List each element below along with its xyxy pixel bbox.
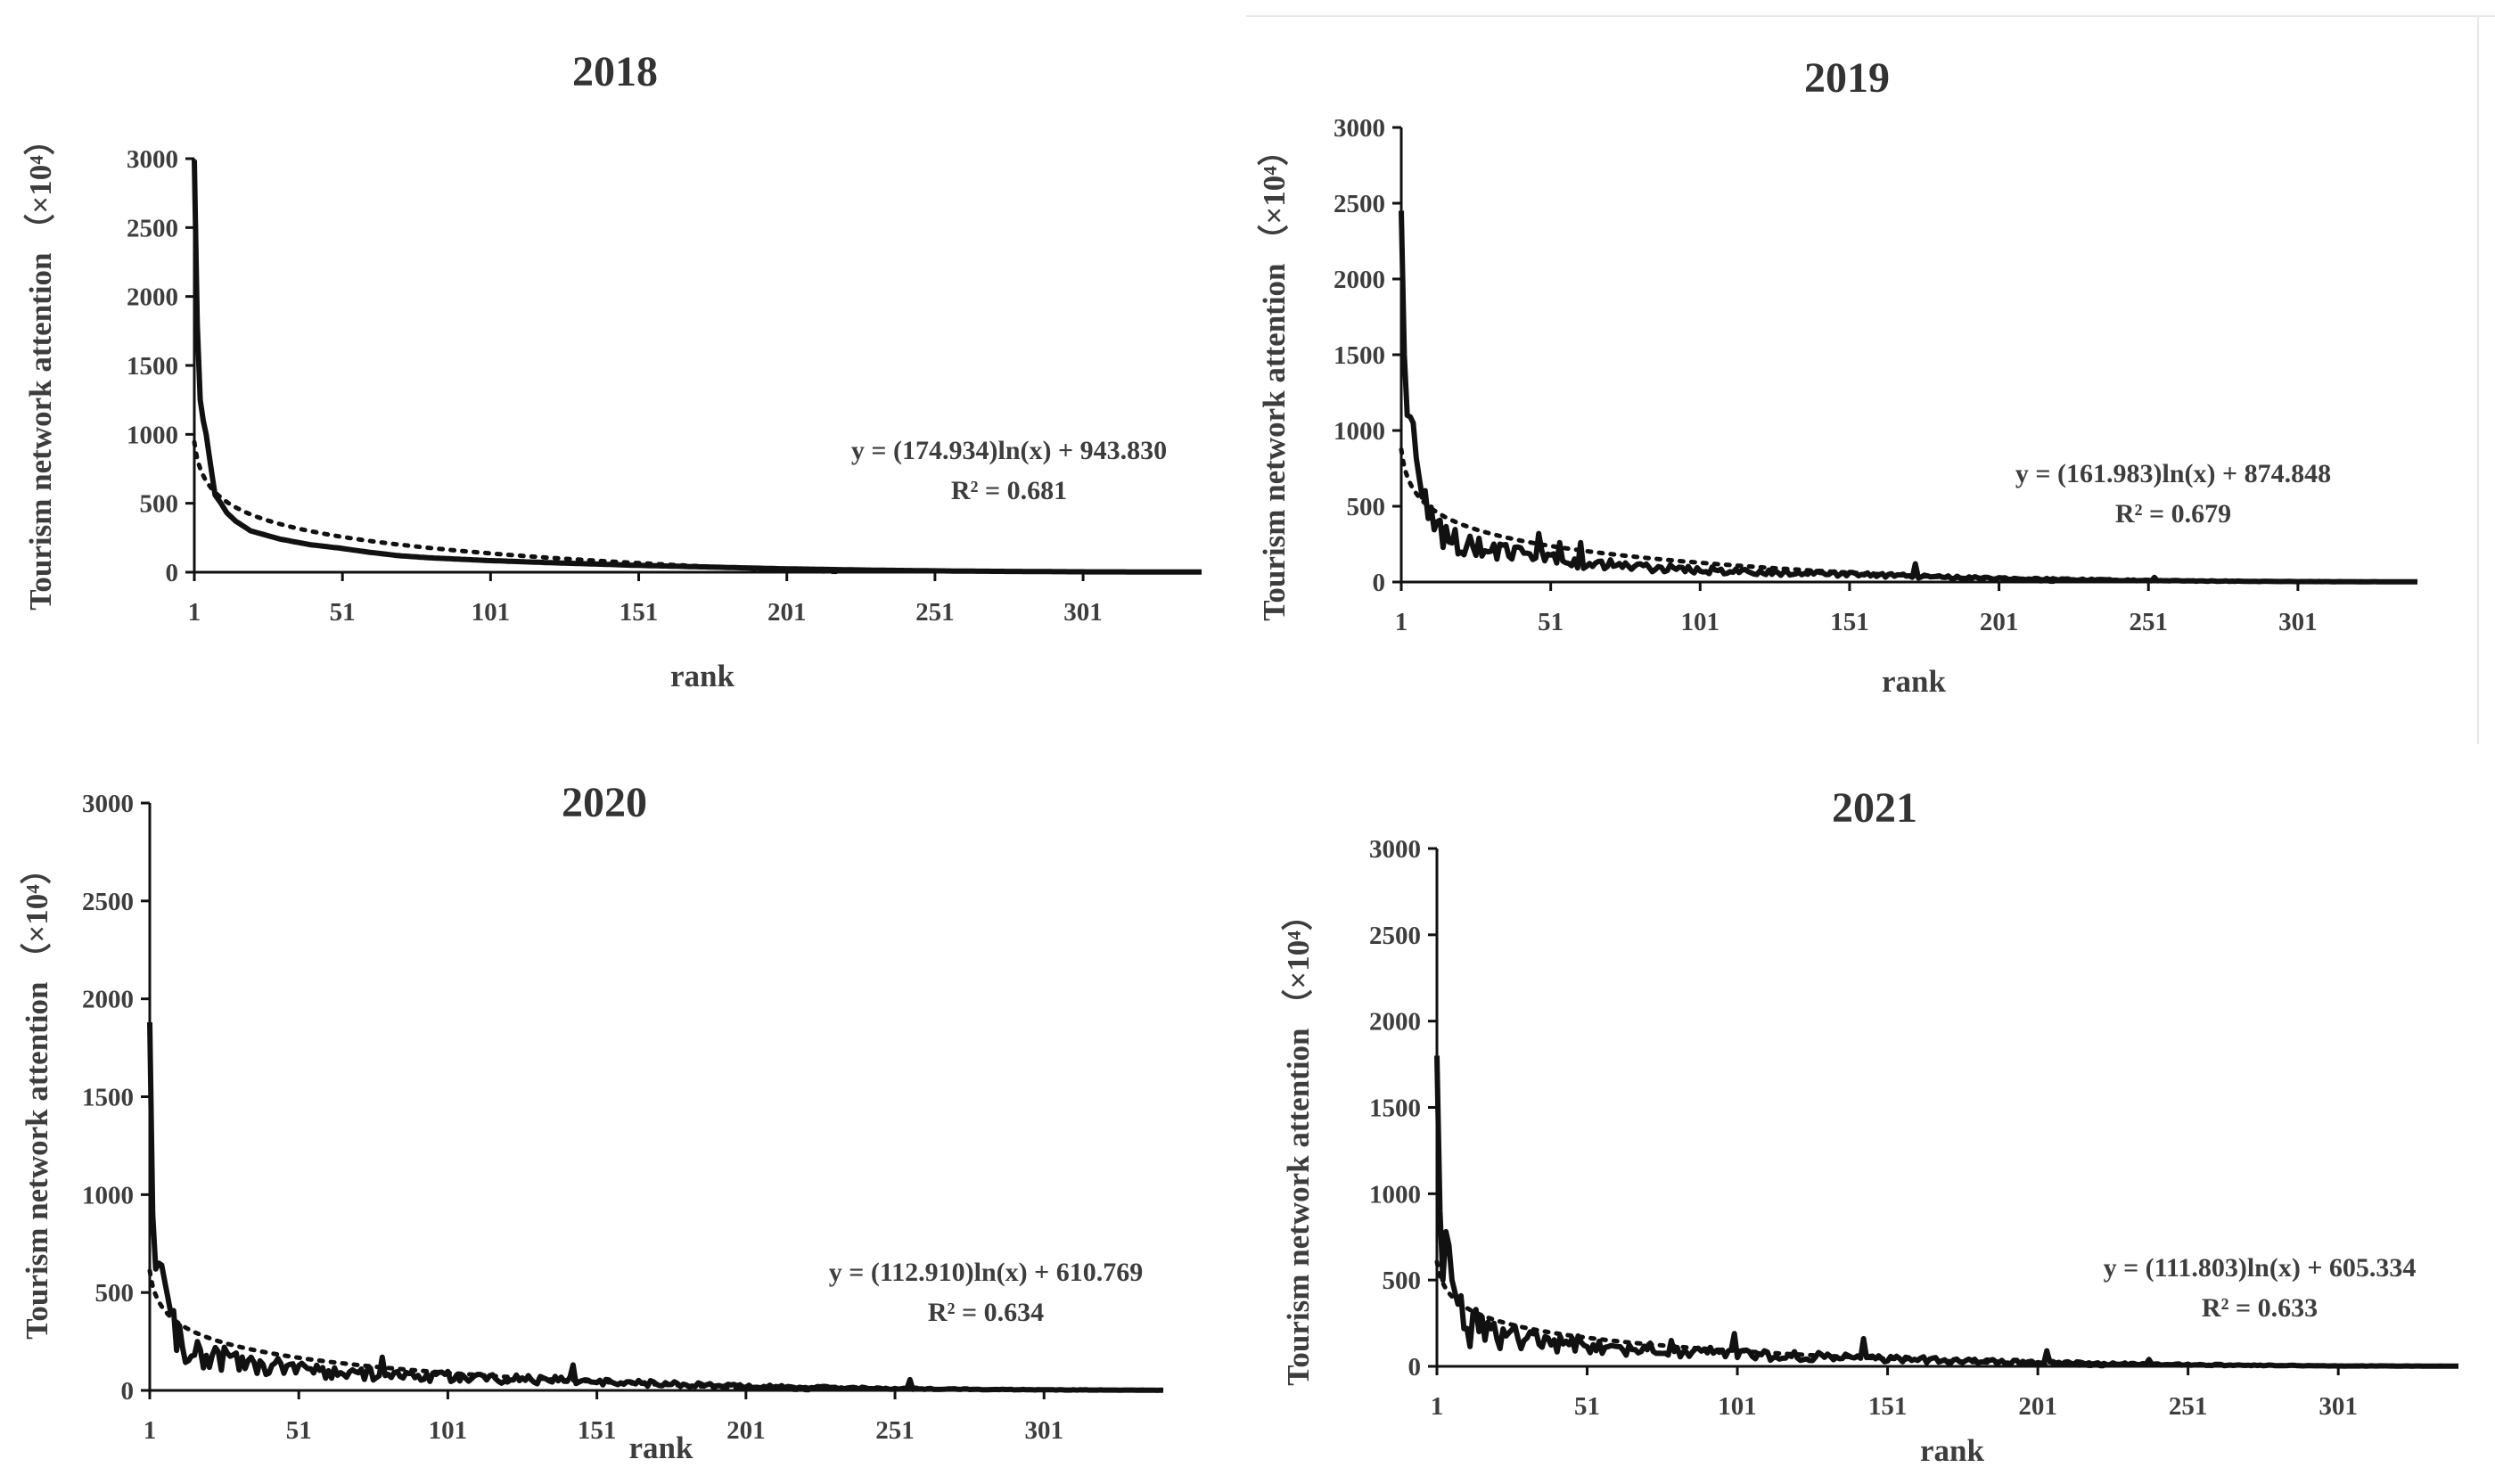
x-tick-label: 101 [1718,1392,1757,1421]
trend-r-squared: R² = 0.681 [951,476,1067,505]
y-tick-label: 500 [1383,1267,1422,1295]
trendline-log [192,439,846,575]
y-tick-label: 2500 [1334,190,1385,218]
trend-r-squared: R² = 0.679 [2115,499,2231,529]
trend-r-squared: R² = 0.634 [928,1298,1044,1327]
y-tick-label: 500 [1347,493,1386,521]
x-axis-label: rank [1920,1433,1985,1468]
x-tick-label: 101 [429,1416,468,1445]
trendline-log [1434,1259,2110,1369]
series-line-actual [147,1021,1164,1393]
x-axis-label: rank [670,659,735,693]
x-tick-label: 301 [1063,598,1103,627]
x-tick-label: 251 [2129,608,2168,636]
x-tick-label: 301 [2278,608,2318,636]
x-tick-label: 51 [1574,1392,1600,1421]
x-tick-label: 201 [767,598,807,627]
y-tick-label: 500 [95,1279,135,1308]
y-tick-label: 1500 [1369,1095,1421,1123]
trend-equation: y = (174.934)ln(x) + 943.830 [851,436,1167,465]
x-tick-label: 201 [1980,608,2019,636]
x-axis-label: rank [1882,664,1947,699]
series-line-actual [192,160,1202,575]
chart-title: 2019 [1804,54,1890,102]
series-line-actual [1399,210,2417,585]
x-tick-label: 51 [1538,608,1563,636]
y-tick-label: 1000 [82,1181,134,1209]
trendline-log [1399,447,2058,585]
x-tick-label: 1 [188,598,201,627]
x-tick-label: 101 [1681,608,1720,636]
x-tick-label: 301 [1024,1416,1063,1445]
x-tick-label: 1 [1395,608,1408,636]
x-tick-label: 301 [2319,1392,2358,1421]
y-tick-label: 1000 [127,421,178,449]
x-tick-label: 251 [2169,1392,2208,1421]
trend-equation: y = (111.803)ln(x) + 605.334 [2104,1253,2417,1283]
chart-title: 2020 [562,779,647,826]
y-tick-label: 500 [140,490,179,519]
y-tick-label: 2000 [1334,266,1385,294]
y-tick-label: 3000 [127,145,178,174]
x-tick-label: 101 [472,598,511,627]
chart-title: 2018 [572,48,658,95]
y-tick-label: 3000 [82,790,134,818]
y-tick-label: 0 [121,1377,135,1406]
x-tick-label: 51 [286,1416,312,1445]
trend-equation: y = (161.983)ln(x) + 874.848 [2015,459,2331,488]
x-tick-label: 251 [915,598,955,627]
y-tick-label: 2500 [1369,922,1421,950]
x-tick-label: 51 [330,598,356,627]
x-tick-label: 151 [1868,1392,1908,1421]
y-tick-label: 0 [166,559,179,587]
x-tick-label: 201 [726,1416,766,1445]
x-tick-label: 1 [144,1416,157,1445]
y-tick-label: 0 [1373,569,1386,597]
y-tick-label: 1000 [1334,417,1385,446]
y-tick-label: 2500 [82,888,134,916]
x-tick-label: 151 [620,598,659,627]
y-tick-label: 3000 [1369,835,1421,864]
x-tick-label: 1 [1431,1392,1444,1421]
trend-equation: y = (112.910)ln(x) + 610.769 [829,1258,1144,1287]
y-tick-label: 2000 [1369,1008,1421,1037]
trend-r-squared: R² = 0.633 [2202,1293,2318,1323]
y-tick-label: 1000 [1369,1180,1421,1209]
x-tick-label: 201 [2018,1392,2057,1421]
chart-title: 2021 [1832,784,1917,832]
y-axis-label: Tourism network attention （×10⁴） [20,853,54,1339]
y-tick-label: 0 [1408,1353,1422,1382]
y-axis-label: Tourism network attention （×10⁴） [23,124,58,610]
y-tick-label: 1500 [127,352,178,381]
x-tick-label: 151 [1830,608,1869,636]
x-tick-label: 251 [875,1416,915,1445]
x-axis-label: rank [629,1431,694,1465]
y-tick-label: 2000 [127,283,178,312]
y-tick-label: 1500 [1334,341,1385,370]
y-tick-label: 2500 [127,214,178,242]
y-tick-label: 3000 [1334,114,1385,143]
y-tick-label: 2000 [82,986,134,1014]
y-axis-label: Tourism network attention （×10⁴） [1281,899,1316,1385]
trendline-log [147,1268,811,1393]
x-tick-label: 151 [578,1416,617,1445]
y-tick-label: 1500 [82,1084,134,1112]
y-axis-label: Tourism network attention （×10⁴） [1257,135,1292,620]
